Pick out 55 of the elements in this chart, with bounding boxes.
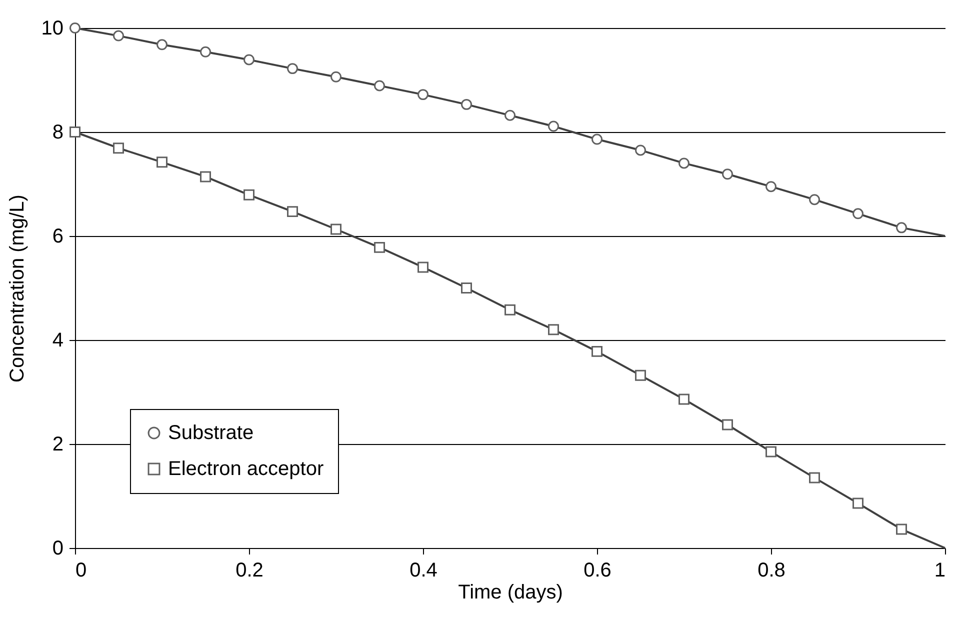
point xyxy=(896,222,907,234)
point xyxy=(548,120,559,132)
legend-label: Substrate xyxy=(168,422,254,444)
point xyxy=(156,39,168,50)
y-tick-label: 10 xyxy=(41,18,64,40)
point xyxy=(678,394,690,405)
point xyxy=(200,46,211,58)
point xyxy=(244,54,254,66)
point xyxy=(287,63,298,74)
point xyxy=(374,242,385,253)
x-axis-title: Time (days) xyxy=(458,582,563,604)
point xyxy=(374,80,385,92)
point xyxy=(592,134,602,145)
x-tick-label: 0.8 xyxy=(758,560,786,582)
point xyxy=(548,324,559,336)
point xyxy=(766,446,776,458)
point xyxy=(330,71,342,82)
y-tick-label: 0 xyxy=(52,538,64,560)
point xyxy=(809,472,820,484)
point xyxy=(70,126,80,138)
point xyxy=(635,370,646,381)
point xyxy=(592,346,602,357)
y-tick-label: 2 xyxy=(52,434,64,456)
y-tick-label: 6 xyxy=(52,226,64,248)
point xyxy=(852,208,864,220)
point xyxy=(287,206,298,218)
point xyxy=(418,89,428,100)
x-tick-label: 0.2 xyxy=(236,560,264,582)
point xyxy=(200,171,211,182)
y-tick-label: 8 xyxy=(52,122,64,144)
point xyxy=(722,419,733,430)
point xyxy=(722,168,733,180)
point xyxy=(896,524,907,535)
point xyxy=(244,189,254,200)
x-tick-label: 0 xyxy=(76,560,87,582)
point xyxy=(766,181,776,192)
point xyxy=(504,110,516,121)
point xyxy=(461,98,472,110)
point xyxy=(461,282,472,294)
point xyxy=(678,158,690,169)
x-tick-label: 0.4 xyxy=(410,560,438,582)
y-tick-label: 4 xyxy=(52,330,64,352)
point xyxy=(809,194,820,206)
y-axis-title: Concentration (mg/L) xyxy=(6,194,28,382)
point xyxy=(852,498,864,509)
x-tick-label: 0.6 xyxy=(584,560,612,582)
point xyxy=(156,156,168,168)
point xyxy=(504,304,516,316)
legend-label: Electron acceptor xyxy=(168,458,324,480)
point xyxy=(113,142,124,154)
point xyxy=(330,224,342,235)
point xyxy=(635,144,646,156)
point xyxy=(418,262,428,273)
x-tick-label: 1 xyxy=(934,560,946,582)
point xyxy=(113,30,124,42)
